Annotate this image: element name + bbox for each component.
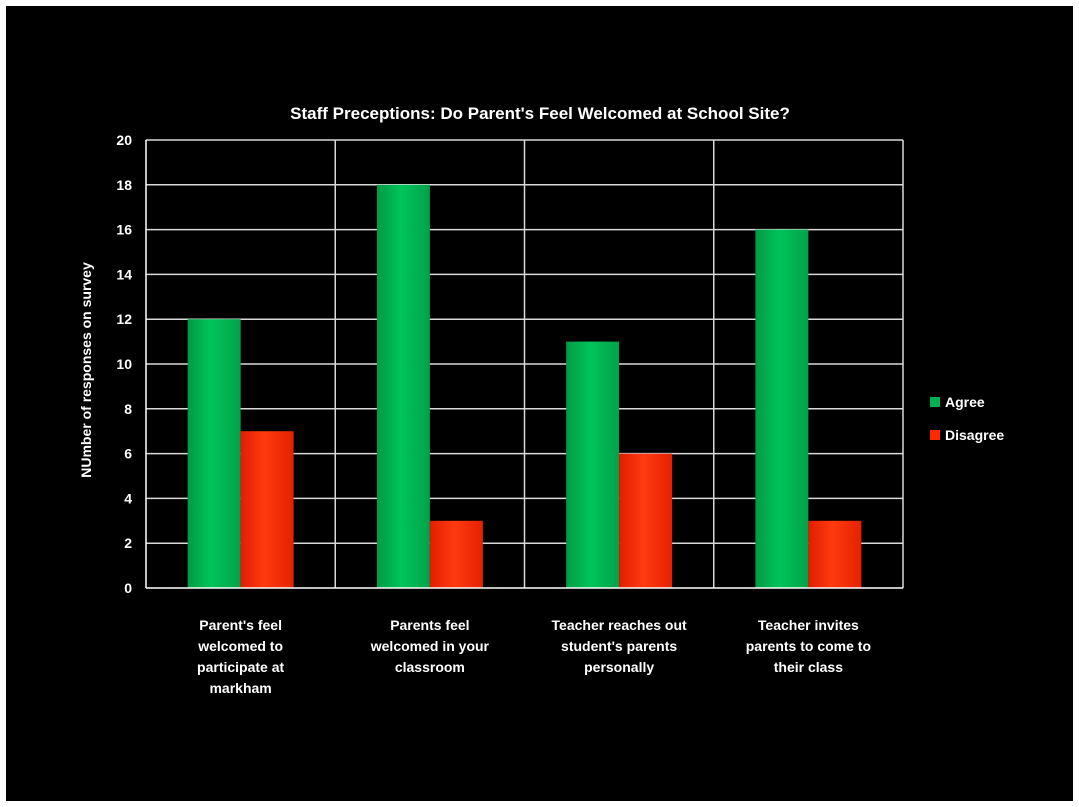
y-tick-label: 4 (124, 490, 132, 506)
y-axis-label: NUmber of responses on survey (78, 262, 94, 478)
bar-agree-2 (376, 184, 430, 589)
x-category-labels: Parent's feel welcomed to participate at ma… (197, 617, 871, 696)
y-tick-label: 18 (116, 177, 132, 193)
bar-agree-3 (566, 341, 620, 588)
y-tick-label: 10 (116, 356, 132, 372)
x-category-label: Teacher invites parents to come to their c… (746, 617, 871, 675)
bar-disagree-4 (808, 520, 862, 588)
bar-chart: Staff Preceptions: Do Parent's Feel Welc… (78, 104, 1004, 696)
x-category-label: Teacher reaches out student's parents pers… (552, 617, 687, 675)
y-tick-label: 12 (116, 311, 132, 327)
legend-label-disagree: Disagree (945, 427, 1004, 443)
legend-swatch-agree (930, 397, 940, 407)
slide-background: Staff Preceptions: Do Parent's Feel Welc… (6, 6, 1073, 801)
bar-disagree-1 (240, 431, 294, 588)
bar-disagree-2 (429, 520, 483, 588)
chart-title: Staff Preceptions: Do Parent's Feel Welc… (290, 104, 790, 123)
y-tick-label: 14 (116, 266, 132, 282)
y-tick-label: 6 (124, 446, 132, 462)
axes (145, 140, 903, 589)
y-tick-label: 20 (116, 132, 132, 148)
y-tick-label: 2 (124, 535, 132, 551)
legend: Agree Disagree (930, 394, 1004, 443)
y-tick-labels: 0 2 4 6 8 10 12 14 16 18 20 (116, 132, 132, 596)
y-tick-label: 0 (124, 580, 132, 596)
bars (187, 184, 862, 589)
x-category-label: Parent's feel welcomed to participate at ma… (197, 617, 284, 696)
bar-disagree-3 (619, 453, 673, 588)
legend-swatch-disagree (930, 430, 940, 440)
x-category-label: Parents feel welcomed in your classroom (370, 617, 490, 675)
y-tick-label: 8 (124, 401, 132, 417)
y-tick-label: 16 (116, 222, 132, 238)
gridlines (146, 139, 904, 588)
legend-label-agree: Agree (945, 394, 985, 410)
bar-agree-4 (755, 229, 809, 588)
bar-agree-1 (187, 319, 241, 588)
